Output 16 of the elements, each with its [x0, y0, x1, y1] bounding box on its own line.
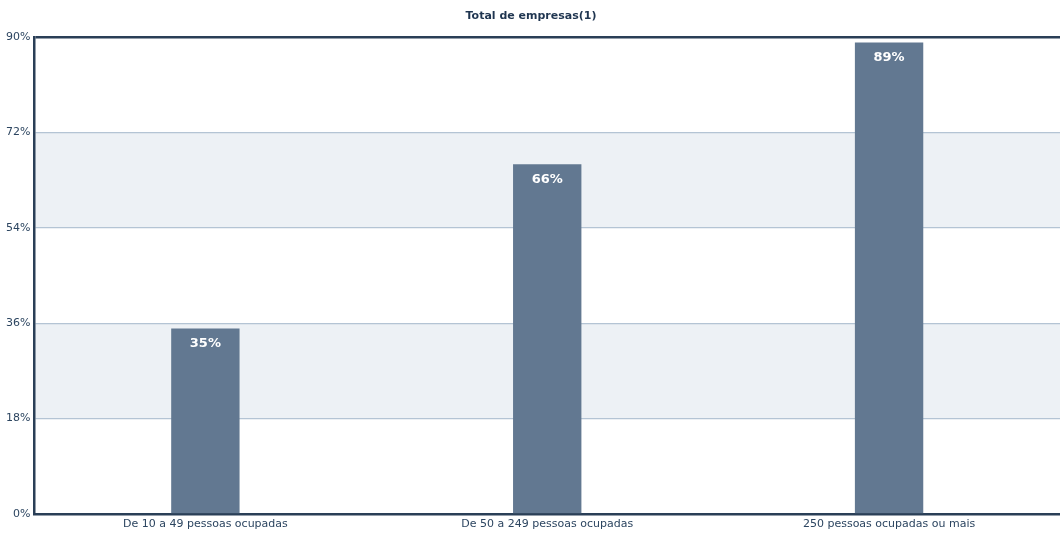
bar — [171, 328, 240, 514]
y-tick-label: 18% — [6, 411, 31, 425]
data-label: 89% — [873, 49, 905, 65]
x-tick-label: De 10 a 49 pessoas ocupadas — [122, 517, 289, 531]
data-label: 35% — [189, 335, 221, 351]
y-tick-label: 72% — [6, 125, 31, 139]
bar — [854, 42, 924, 514]
data-label: 66% — [531, 171, 563, 187]
y-tick-label: 0% — [13, 506, 31, 520]
y-tick-label: 36% — [6, 316, 31, 330]
y-tick-label: 54% — [6, 220, 31, 234]
y-tick-label: 90% — [6, 30, 31, 44]
x-tick-label: De 50 a 249 pessoas ocupadas — [461, 517, 634, 531]
x-tick-label: 250 pessoas ocupadas ou mais — [802, 517, 976, 531]
bar — [513, 164, 582, 514]
chart-title: Total de empresas(1) — [465, 9, 597, 23]
